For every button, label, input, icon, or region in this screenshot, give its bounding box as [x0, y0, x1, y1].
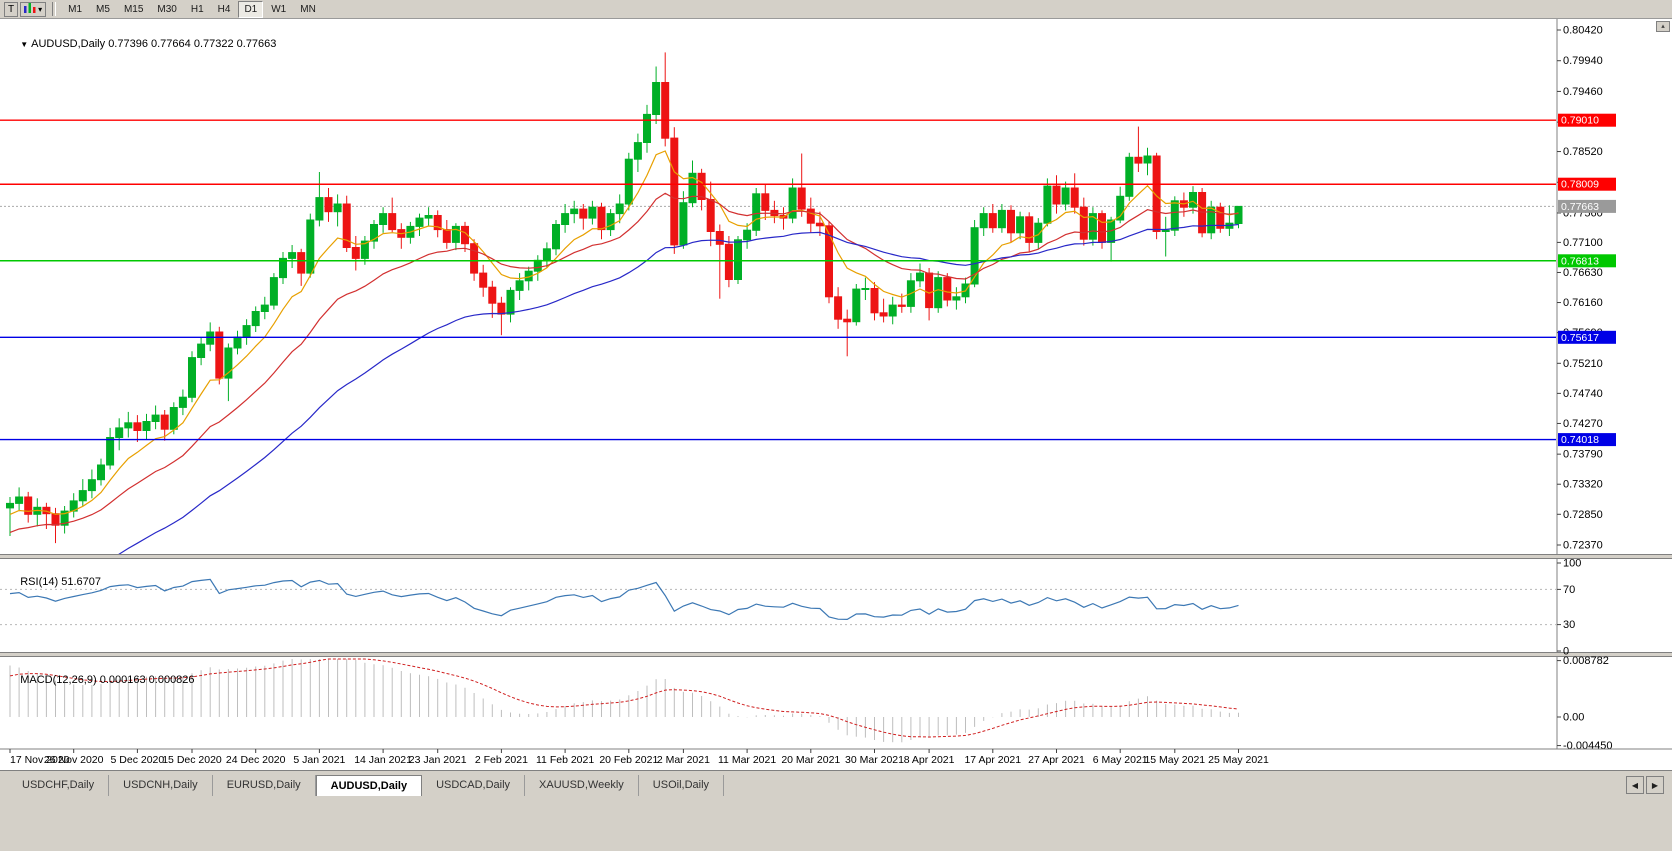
chart-tab-usdcad[interactable]: USDCAD,Daily: [422, 775, 526, 796]
date-tick: 26 Nov 2020: [44, 754, 104, 766]
rsi-line: [9, 578, 1239, 621]
timeframe-button-m1[interactable]: M1: [68, 3, 83, 15]
timeframe-button-h4[interactable]: H4: [217, 3, 231, 15]
timeframe-button-m5[interactable]: M5: [96, 3, 110, 15]
timeframe-button-m30[interactable]: M30: [157, 3, 177, 15]
price-tick: 0.74270: [1563, 418, 1603, 430]
date-tick: 6 May 2021: [1093, 754, 1148, 766]
date-tick: 23 Jan 2021: [409, 754, 467, 766]
price-tick: 0.74740: [1563, 388, 1603, 400]
date-tick: 11 Mar 2021: [718, 754, 776, 766]
date-tick: 20 Mar 2021: [781, 754, 840, 766]
svg-text:0.75617: 0.75617: [1561, 332, 1599, 344]
macd-tick: 0.008782: [1563, 655, 1609, 667]
macd-tick: -0.004450: [1563, 740, 1613, 752]
price-tick: 0.76160: [1563, 297, 1603, 309]
price-tick: 0.72370: [1563, 540, 1603, 552]
date-tick: 5 Jan 2021: [293, 754, 345, 766]
toolbar-separator: [52, 2, 57, 16]
chart-canvas[interactable]: 0.804200.799400.794600.789800.785200.780…: [0, 19, 1672, 770]
dropdown-caret-icon: ▾: [38, 4, 43, 14]
svg-text:0.76813: 0.76813: [1561, 255, 1599, 267]
date-tick: 17 Nov 2020: [10, 754, 70, 766]
date-tick: 27 Apr 2021: [1028, 754, 1085, 766]
price-badge: [1558, 113, 1616, 127]
date-tick: 30 Mar 2021: [845, 754, 904, 766]
ma-mid-line: [9, 192, 1239, 533]
window-footer: [0, 796, 1672, 851]
price-badge: [1558, 177, 1616, 191]
chart-tab-audusd[interactable]: AUDUSD,Daily: [315, 775, 423, 796]
chart-bars-icon: [24, 2, 36, 16]
chart-tab-usoil[interactable]: USOil,Daily: [639, 775, 725, 796]
chart-scroll-button[interactable]: ▴: [1656, 21, 1670, 32]
ma-fast-line: [9, 150, 1239, 515]
price-badge: [1558, 254, 1616, 268]
chart-tabbar: USDCHF,Daily USDCNH,Daily EURUSD,Daily AUDU…: [0, 770, 1672, 797]
price-tick: 0.72850: [1563, 509, 1603, 521]
date-tick: 25 May 2021: [1208, 754, 1269, 766]
price-tick: 0.79460: [1563, 86, 1603, 98]
date-tick: 2 Mar 2021: [657, 754, 710, 766]
price-tick: 0.79940: [1563, 55, 1603, 67]
price-tick: 0.75210: [1563, 358, 1603, 370]
date-tick: 2 Feb 2021: [475, 754, 528, 766]
date-tick: 11 Feb 2021: [536, 754, 594, 766]
price-tick: 0.78520: [1563, 146, 1603, 158]
timeframe-button-d1[interactable]: D1: [238, 0, 264, 18]
chart-tab-usdchf[interactable]: USDCHF,Daily: [8, 775, 110, 796]
candles: [6, 52, 1243, 544]
type-tool-button[interactable]: T: [4, 1, 19, 17]
svg-text:0.77663: 0.77663: [1561, 201, 1599, 213]
timeframe-button-h1[interactable]: H1: [190, 3, 204, 15]
chart-tabs: USDCHF,Daily USDCNH,Daily EURUSD,Daily AUDU…: [8, 775, 1672, 796]
price-tick: 0.73320: [1563, 479, 1603, 491]
date-tick: 5 Dec 2020: [111, 754, 165, 766]
collapse-icon[interactable]: ▼: [20, 40, 29, 49]
price-tick: 0.76630: [1563, 267, 1603, 279]
price-tick: 0.80420: [1563, 25, 1603, 37]
svg-text:0.78009: 0.78009: [1561, 179, 1599, 191]
timeframe-button-mn[interactable]: MN: [300, 3, 316, 15]
price-badge: [1558, 199, 1616, 213]
price-badge: [1558, 433, 1616, 447]
timeframe-button-w1[interactable]: W1: [271, 3, 287, 15]
top-toolbar: T ▾ M1 M5 M15 M30 H1 H4 D1 W1 MN: [0, 0, 1672, 19]
price-plot: [0, 52, 1556, 554]
date-tick: 17 Apr 2021: [964, 754, 1021, 766]
chart-tab-usdcnh[interactable]: USDCNH,Daily: [109, 775, 213, 796]
timeframe-button-m15[interactable]: M15: [123, 3, 144, 15]
tabs-scroll-right-button[interactable]: ▶: [1646, 776, 1664, 794]
date-tick: 24 Dec 2020: [226, 754, 286, 766]
chart-tab-xauusd[interactable]: XAUUSD,Weekly: [525, 775, 639, 796]
date-tick: 14 Jan 2021: [354, 754, 412, 766]
macd-signal-line: [9, 658, 1239, 738]
date-tick: 8 Apr 2021: [904, 754, 955, 766]
chart-tab-eurusd[interactable]: EURUSD,Daily: [213, 775, 316, 796]
chart-window: 0.804200.799400.794600.789800.785200.780…: [0, 19, 1672, 770]
date-tick: 20 Feb 2021: [599, 754, 658, 766]
rsi-tick: 100: [1563, 558, 1581, 570]
price-badge: [1558, 330, 1616, 344]
date-tick: 15 Dec 2020: [162, 754, 222, 766]
svg-text:0.74018: 0.74018: [1561, 434, 1599, 446]
price-tick: 0.73790: [1563, 449, 1603, 461]
rsi-tick: 30: [1563, 619, 1575, 631]
rsi-tick: 0: [1563, 646, 1569, 658]
rsi-tick: 70: [1563, 584, 1575, 596]
date-tick: 15 May 2021: [1144, 754, 1205, 766]
tab-arrows: ◀ ▶: [1626, 776, 1664, 794]
macd-histogram: [9, 659, 1239, 743]
svg-text:0.79010: 0.79010: [1561, 115, 1599, 127]
ma-slow-line: [118, 223, 1239, 554]
chart-profile-button[interactable]: ▾: [20, 1, 47, 17]
price-tick: 0.77100: [1563, 237, 1603, 249]
tabs-scroll-left-button[interactable]: ◀: [1626, 776, 1644, 794]
macd-tick: 0.00: [1563, 712, 1584, 724]
timeframe-group: M1 M5 M15 M30 H1 H4 D1 W1 MN: [61, 0, 323, 18]
